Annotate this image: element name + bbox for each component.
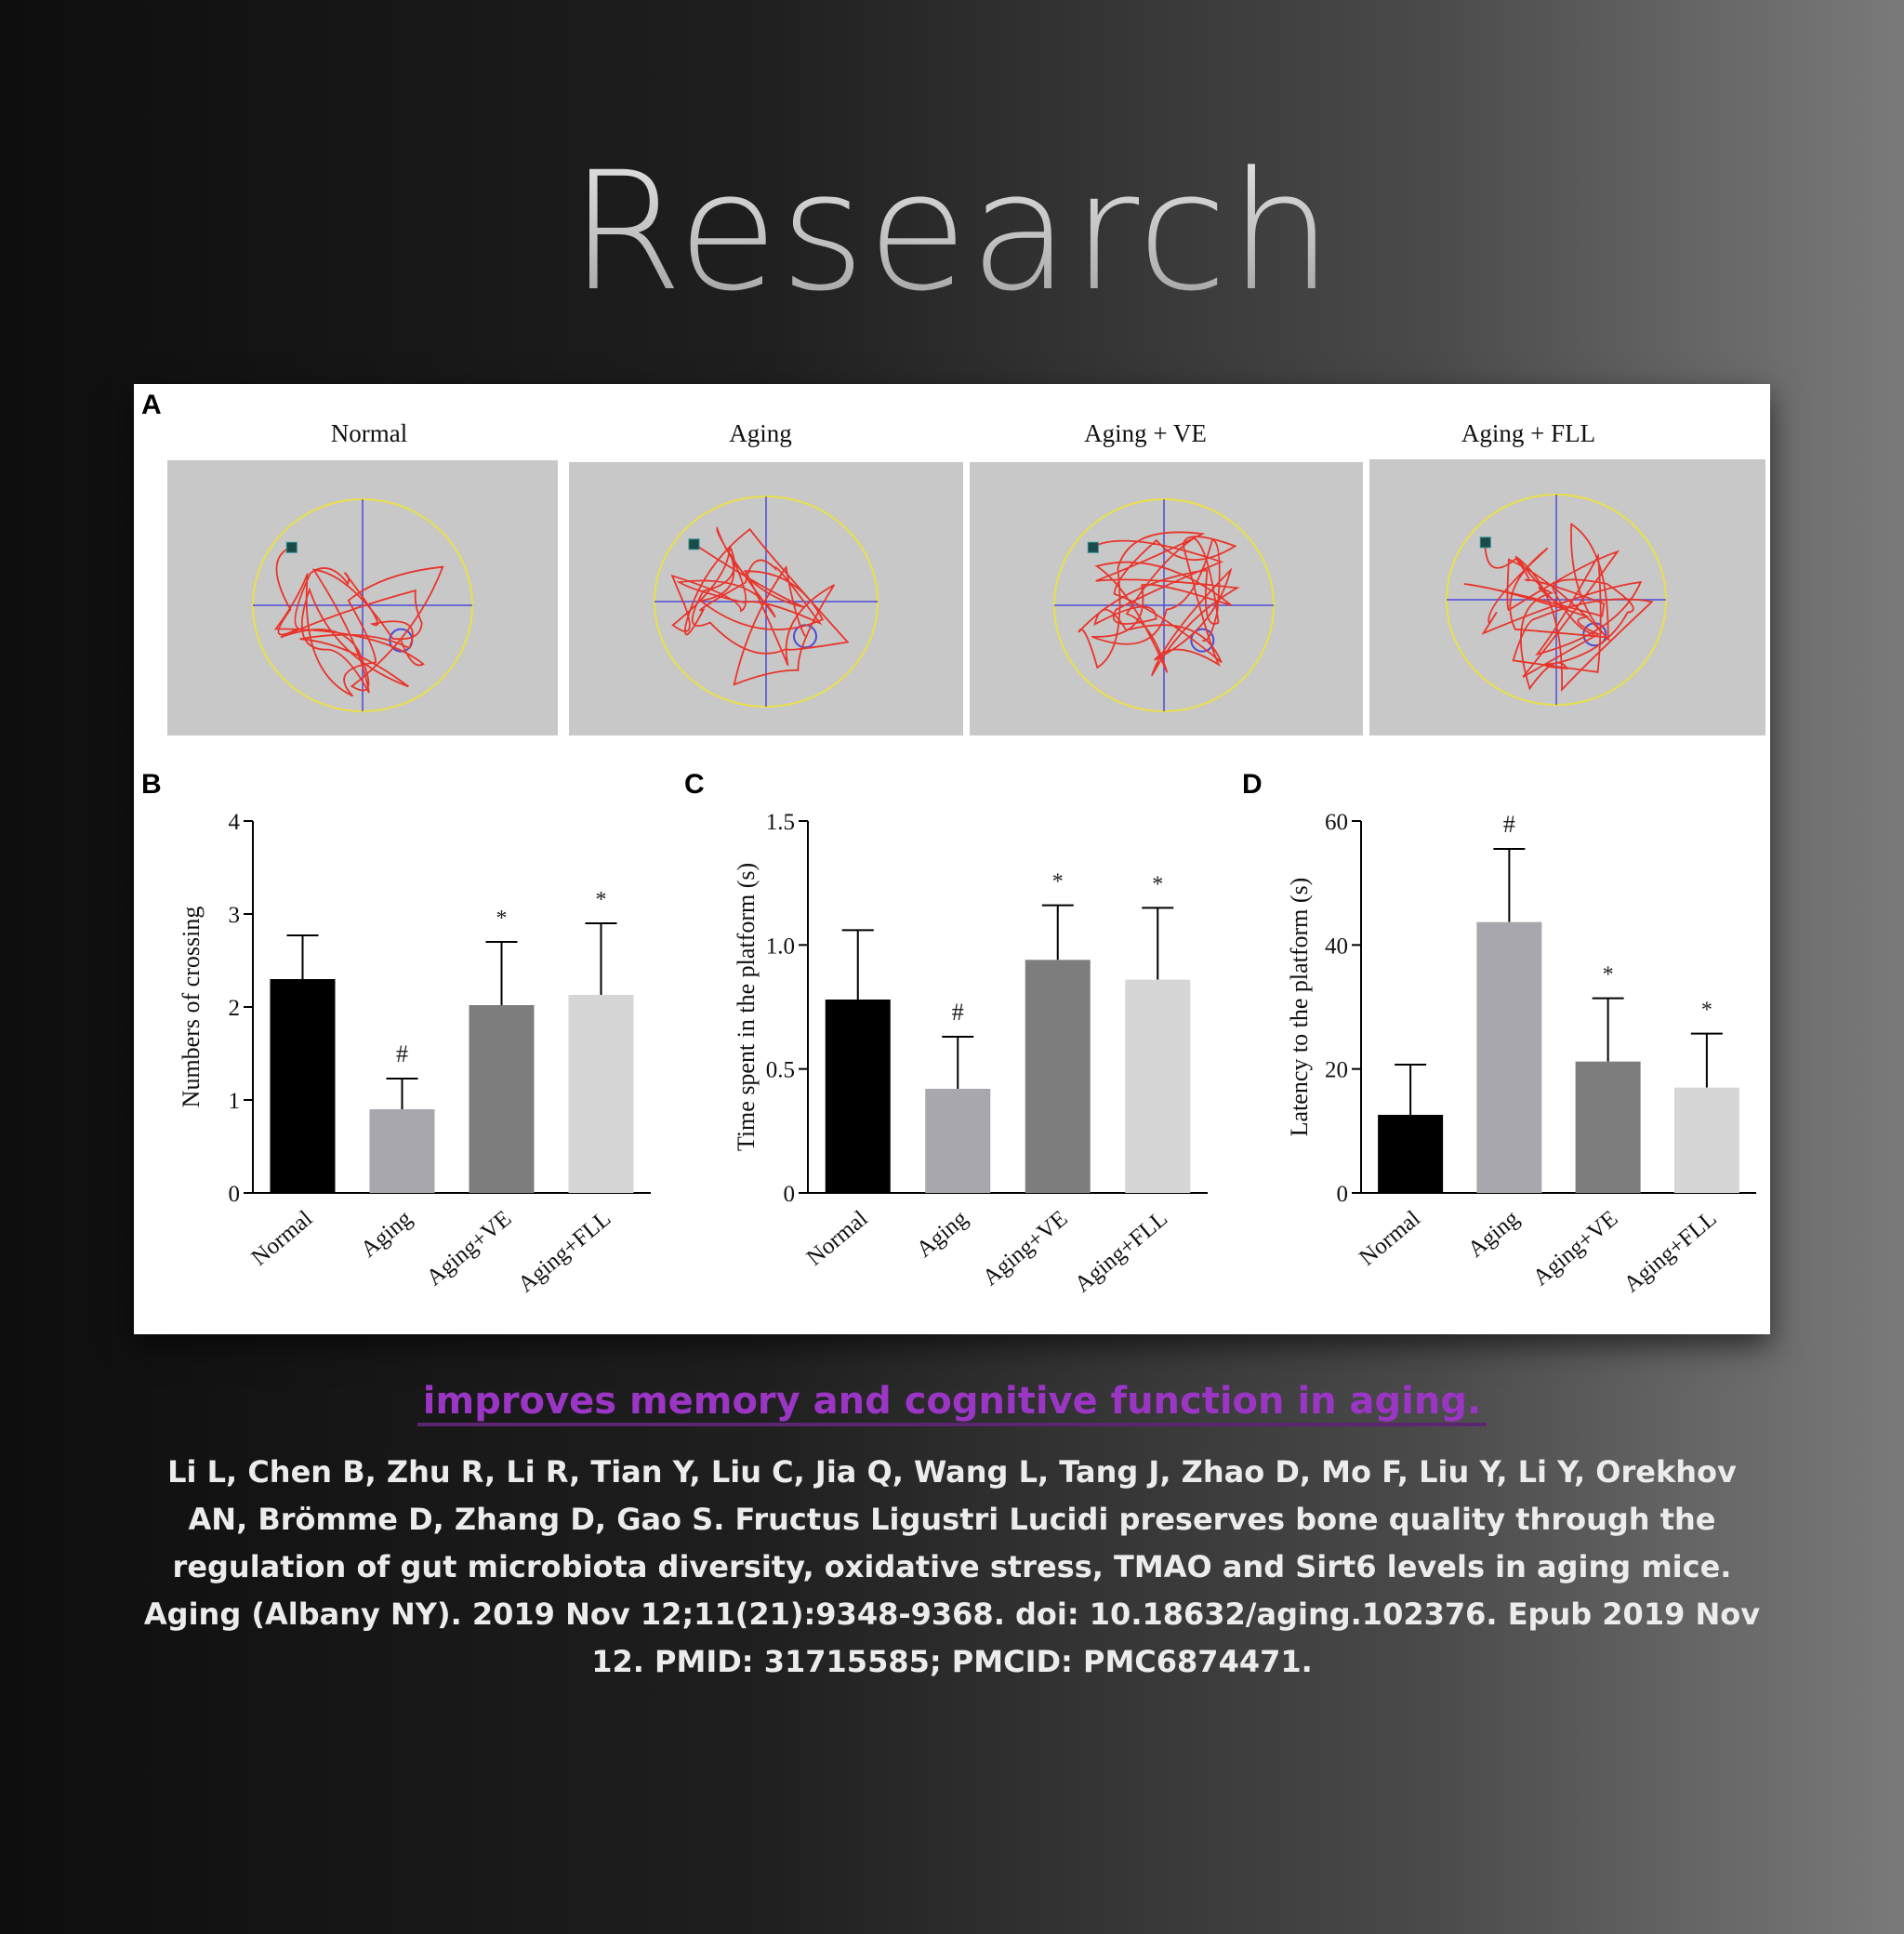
y-axis-label-b: Numbers of crossing [178,907,205,1108]
maze-title-4: Aging + FLL [1461,419,1595,447]
bar-d-1 [1378,1115,1444,1193]
y-tick-label-c: 0 [784,1182,796,1207]
y-tick-label-b: 3 [229,903,241,928]
bar-c-3 [1025,960,1091,1193]
citation: Li L, Chen B, Zhu R, Li R, Tian Y, Liu C… [143,1454,1761,1679]
bar-c-4 [1125,979,1191,1193]
headline-link[interactable]: improves memory and cognitive function i… [416,1380,1488,1426]
start-marker-3 [1087,541,1099,553]
x-tick-label-c: Aging+FLL [1070,1206,1172,1297]
y-tick-label-b: 0 [229,1182,241,1207]
bar-b-2 [369,1109,435,1193]
figure-panel: A Normal Aging Aging + VE Aging + FLL B 0 1 2 3 4 N… [134,384,1770,1334]
y-tick-label-c: 1.5 [766,810,795,835]
bar-b-1 [270,979,336,1193]
x-tick-label-d: Aging+FLL [1620,1206,1722,1297]
y-axis-label-d: Latency to the platform (s) [1286,878,1313,1137]
y-axis-label-c: Time spent in the platform (s) [733,863,760,1151]
swim-track-4 [1463,523,1654,693]
maze-title-1: Normal [331,419,407,447]
y-tick-label-d: 60 [1325,810,1348,835]
swim-track-2 [670,525,850,686]
significance-mark-b: # [396,1040,408,1067]
x-tick-label-b: Normal [246,1206,317,1271]
bar-c-1 [825,1000,891,1193]
significance-mark-c: * [1052,870,1064,894]
significance-mark-d: # [1503,811,1515,838]
bar-d-4 [1673,1087,1739,1193]
y-tick-label-d: 20 [1325,1058,1348,1083]
significance-mark-b: * [596,888,607,912]
y-tick-label-d: 0 [1337,1182,1349,1207]
significance-mark-c: * [1152,872,1163,896]
significance-mark-b: * [496,907,508,931]
maze-title-2: Aging [729,419,792,447]
x-tick-label-c: Aging+VE [978,1206,1073,1291]
significance-mark-d: * [1701,999,1712,1023]
significance-mark-d: * [1603,963,1614,987]
bar-c-2 [925,1089,991,1193]
y-tick-label-b: 4 [229,810,241,835]
bar-d-2 [1476,921,1542,1193]
maze-title-3: Aging + VE [1084,419,1207,447]
significance-mark-c: # [952,999,964,1026]
bar-b-3 [469,1005,535,1193]
x-tick-label-b: Aging+VE [422,1206,517,1291]
start-marker-1 [285,541,298,553]
panel-letter-b: B [141,769,162,800]
bar-d-3 [1575,1061,1641,1193]
start-marker-4 [1479,536,1491,549]
maze-tile-3 [970,462,1363,735]
y-tick-label-b: 2 [229,996,241,1021]
figure-svg: A Normal Aging Aging + VE Aging + FLL B 0 1 2 3 4 N… [141,390,1765,1297]
x-tick-label-c: Aging [912,1206,973,1263]
x-tick-label-b: Aging+FLL [513,1206,615,1297]
platform-circle-3 [1190,628,1215,653]
panel-letter-c: C [684,769,705,800]
maze-tile-4 [1369,459,1765,735]
x-tick-label-d: Aging [1463,1206,1525,1263]
x-tick-label-c: Normal [802,1206,873,1271]
swim-track-3 [1078,531,1240,677]
swim-track-1 [273,546,444,697]
y-tick-label-b: 1 [229,1089,241,1114]
y-tick-label-d: 40 [1325,934,1348,959]
headline: improves memory and cognitive function i… [0,1369,1904,1434]
page-title: Research [0,139,1904,325]
x-tick-label-d: Normal [1355,1206,1425,1271]
bar-b-4 [568,995,634,1193]
y-tick-label-c: 0.5 [766,1058,795,1083]
y-tick-label-c: 1.0 [766,934,795,959]
panel-letter-d: D [1242,769,1263,800]
x-tick-label-d: Aging+VE [1528,1206,1623,1291]
start-marker-2 [688,538,700,550]
x-tick-label-b: Aging [356,1206,417,1263]
panel-letter-a: A [141,390,162,420]
